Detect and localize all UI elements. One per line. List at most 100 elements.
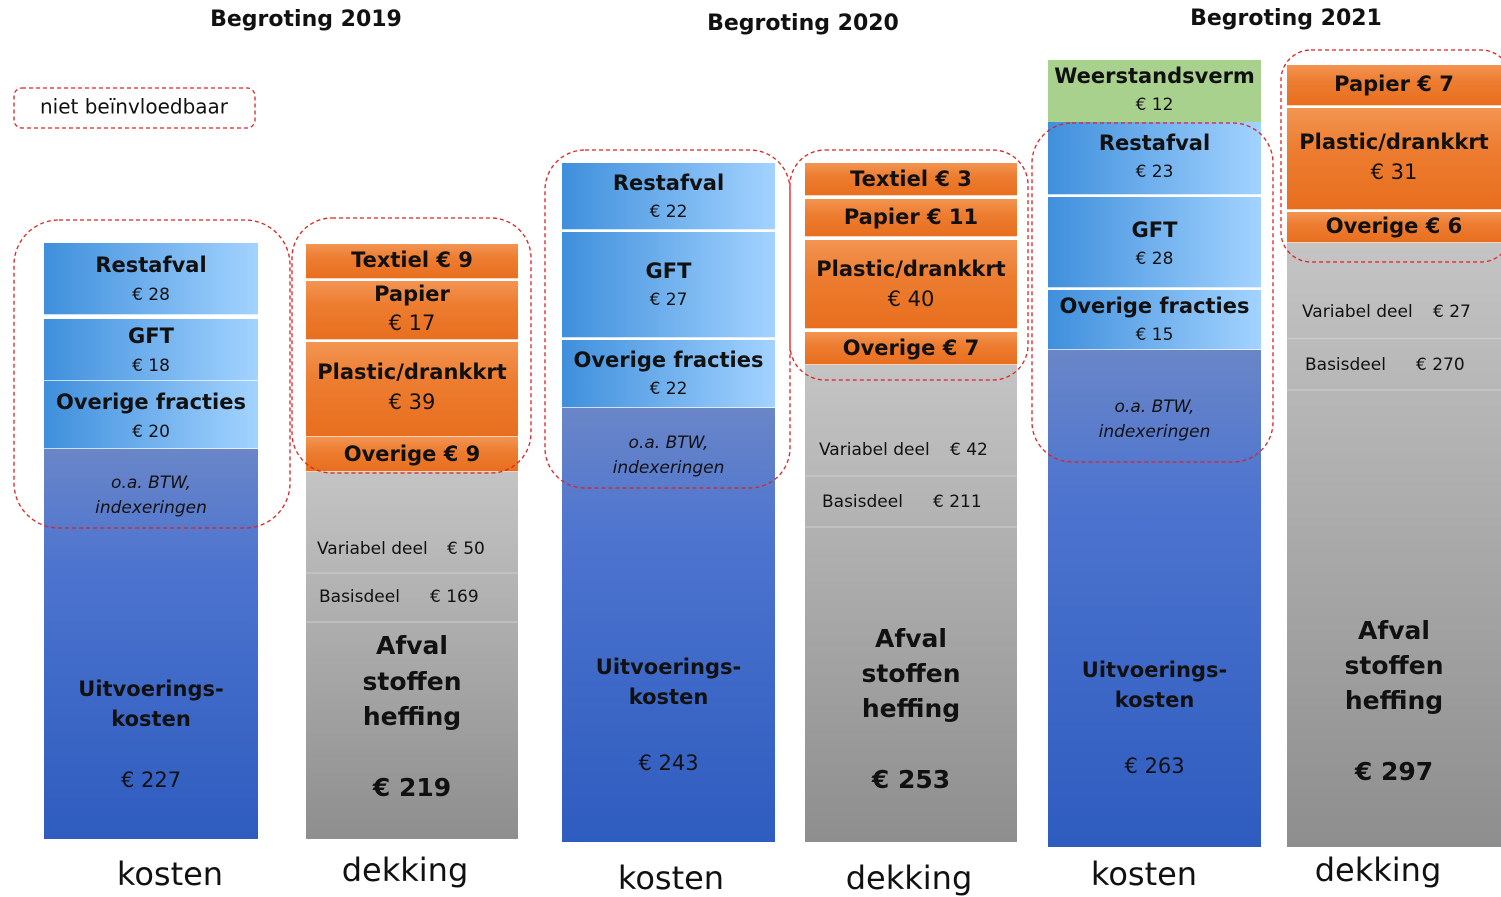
- title: Begroting 2020: [707, 11, 899, 36]
- block: [1287, 108, 1501, 210]
- block: [44, 319, 258, 381]
- block: [44, 381, 258, 449]
- block-text: Overige fracties: [573, 348, 763, 372]
- block-text: stoffen: [861, 659, 960, 688]
- group-outline: [13, 219, 291, 529]
- block-text: € 253: [871, 765, 950, 794]
- block-text: € 227: [121, 768, 181, 792]
- block-text: Plastic/drankkrt: [317, 360, 506, 384]
- title: Begroting 2019: [210, 7, 402, 32]
- block-text: € 27: [650, 290, 688, 310]
- block: [562, 232, 775, 338]
- block: [306, 437, 518, 472]
- column-label: kosten: [618, 859, 724, 897]
- block-text: € 27: [1433, 302, 1471, 322]
- column: Papier € 7 Plastic/drankkrt € 31 Overige € …: [1287, 65, 1501, 889]
- block-text: € 23: [1136, 162, 1174, 182]
- block: [44, 449, 258, 839]
- legend-box: [13, 87, 256, 129]
- block: [44, 243, 258, 315]
- block-text: Afval: [875, 624, 947, 653]
- block-text: Variabel deel: [317, 539, 428, 559]
- column: Restafval € 22 GFT € 27 Overige fracties € 22…: [562, 163, 775, 897]
- block-text: € 12: [1136, 95, 1174, 115]
- block-text: € 270: [1416, 355, 1465, 375]
- block-text: Weerstandsverm: [1054, 64, 1255, 88]
- group-outline: [1280, 49, 1501, 263]
- block: [306, 342, 518, 437]
- block: [1048, 290, 1261, 350]
- block-text: GFT: [1132, 218, 1179, 242]
- block-text: € 39: [389, 390, 436, 414]
- block: [805, 163, 1017, 196]
- block-text: Variabel deel: [1302, 302, 1413, 322]
- block-text: indexeringen: [1099, 422, 1211, 442]
- block: [1287, 243, 1501, 847]
- group-outline: [544, 149, 791, 489]
- block-text: Textiel € 9: [351, 248, 473, 272]
- block-text: Restafval: [1099, 131, 1210, 155]
- block: [805, 365, 1017, 842]
- block-text: Variabel deel: [819, 440, 930, 460]
- block: [1048, 350, 1261, 847]
- block: [1048, 197, 1261, 288]
- block: [805, 332, 1017, 365]
- column-label: dekking: [342, 851, 469, 889]
- block: [306, 244, 518, 279]
- column-label: kosten: [117, 855, 223, 893]
- block-text: € 40: [888, 287, 935, 311]
- block-text: € 22: [650, 379, 688, 399]
- block-text: stoffen: [1344, 651, 1443, 680]
- column: Restafval € 28 GFT € 18 Overige fracties € 20…: [44, 243, 258, 893]
- column-label: dekking: [846, 859, 973, 897]
- block-text: kosten: [111, 707, 191, 731]
- block-text: GFT: [128, 324, 175, 348]
- block: [562, 163, 775, 230]
- block: [562, 408, 775, 842]
- block-text: Basisdeel: [822, 492, 903, 512]
- block: [1048, 122, 1261, 195]
- block-text: Overige fracties: [56, 390, 246, 414]
- block-text: Basisdeel: [1305, 355, 1386, 375]
- block-text: Papier: [374, 282, 450, 306]
- block-text: € 169: [430, 587, 479, 607]
- block-text: Afval: [376, 631, 448, 660]
- block-text: Overige € 7: [843, 336, 979, 360]
- block-text: Uitvoerings-: [1082, 658, 1227, 682]
- block-text: heffing: [862, 694, 960, 723]
- block-text: € 211: [933, 492, 982, 512]
- block-text: Plastic/drankkrt: [816, 257, 1005, 281]
- block-text: € 263: [1124, 754, 1184, 778]
- block-text: € 17: [389, 311, 436, 335]
- block-text: Plastic/drankkrt: [1299, 130, 1488, 154]
- block-text: o.a. BTW,: [629, 433, 709, 453]
- block-text: € 31: [1371, 160, 1418, 184]
- block: [306, 472, 518, 839]
- block-text: Overige € 9: [344, 442, 480, 466]
- column-label: dekking: [1315, 851, 1442, 889]
- block-text: € 50: [447, 539, 485, 559]
- block: [1287, 65, 1501, 106]
- block-text: Overige fracties: [1059, 294, 1249, 318]
- block-text: Overige € 6: [1326, 214, 1462, 238]
- block-text: Textiel € 3: [850, 167, 972, 191]
- block-text: kosten: [1115, 688, 1195, 712]
- block-text: stoffen: [362, 667, 461, 696]
- block-text: Afval: [1358, 616, 1430, 645]
- block-text: € 28: [1136, 249, 1174, 269]
- block-text: Papier € 7: [1334, 72, 1454, 96]
- block-text: € 243: [638, 751, 698, 775]
- block-text: € 42: [950, 440, 988, 460]
- block: [1048, 60, 1261, 122]
- block-text: € 28: [132, 285, 170, 305]
- group-outline: [1031, 122, 1274, 463]
- block-text: Basisdeel: [319, 587, 400, 607]
- block-text: indexeringen: [95, 498, 207, 518]
- block-text: heffing: [363, 702, 461, 731]
- block: [805, 199, 1017, 237]
- column-label: kosten: [1091, 855, 1197, 893]
- block-text: € 20: [132, 422, 170, 442]
- column: Textiel € 3 Papier € 11 Plastic/drankkrt € …: [805, 163, 1017, 897]
- block: [306, 281, 518, 340]
